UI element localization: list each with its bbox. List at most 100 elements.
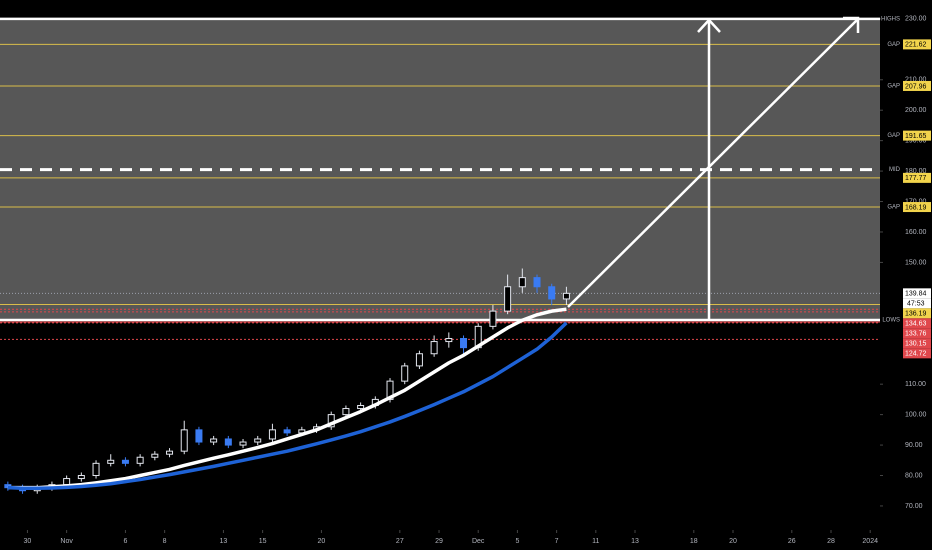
candle-body [121,459,129,464]
candle-body [401,365,409,382]
level-layer: GAP GAP GAP GAP HIGHS MID LOWS [0,16,901,340]
x-tick-label: 13 [631,538,639,545]
candle-body [268,429,276,440]
candle-body [430,341,438,355]
level-label: GAP [887,84,900,90]
x-tick-label: 26 [788,538,796,545]
candle-body [357,404,365,410]
y-tick-label: 170.00 [905,198,927,205]
level-label: LOWS [882,318,900,324]
arrows [567,16,860,320]
price-tag-label: 191.65 [905,133,927,140]
x-tick-label: 20 [318,538,326,545]
price-tag-label: 124.72 [905,351,927,358]
candle-body [195,429,203,443]
candle-body [562,292,570,300]
candle-body [210,438,218,443]
candle-body [445,338,453,343]
candle-body [77,475,85,480]
level-label: HIGHS [881,16,900,22]
candle-body [107,459,115,464]
y-tick-label: 90.00 [905,442,923,449]
candle-body [166,450,174,455]
price-tag [903,318,931,329]
ma-layer [7,307,568,491]
diagonal-arrow [567,18,859,308]
countdown: 47:53 [907,301,925,308]
candle-body [518,277,526,288]
price-tag [903,288,931,299]
moving-average [7,307,567,490]
price-tag-label: 207.96 [905,83,927,90]
x-tick-label: 7 [555,538,559,545]
candle-body [504,286,512,312]
candle-body [254,438,262,443]
y-tick-label: 160.00 [905,229,927,236]
moving-average [7,321,568,491]
price-tag [903,80,931,91]
price-tag-label: 139.84 [905,291,927,298]
y-tick-label: 150.00 [905,259,927,266]
price-tag-label: 136.19 [905,311,927,318]
price-tag-label: 134.63 [905,321,927,328]
candle-body [533,277,541,288]
level-label: GAP [887,42,900,48]
level-label: GAP [887,205,900,211]
price-tag [903,39,931,50]
x-tick-label: 29 [435,538,443,545]
axis-layer: 230.00 210.00 200.00 190.00 180.00 170.00 160.… [24,16,927,545]
candle-body [548,286,556,300]
x-tick-label: 28 [827,538,835,545]
y-tick-label: 110.00 [905,381,926,388]
candle-body [180,429,188,452]
x-tick-label: 2024 [862,538,878,545]
price-tag [903,338,931,349]
y-tick-label: 80.00 [905,472,923,479]
price-tag [903,202,931,213]
x-tick-label: 11 [592,538,599,545]
x-tick-label: 30 [24,538,32,545]
price-tag-label: 130.15 [905,341,927,348]
price-tag [903,308,931,319]
x-tick-label: 6 [123,538,127,545]
x-tick-label: 15 [259,538,267,545]
candle-body [224,438,232,446]
x-tick-label: 8 [163,538,167,545]
price-tag [903,130,931,141]
candle-body [283,429,291,434]
candle-body [460,338,468,349]
price-tag-label: 168.19 [905,204,927,211]
candle-body [136,456,144,464]
price-tag [903,172,931,183]
level-label: MID [889,167,901,173]
x-tick-label: Nov [60,538,73,545]
x-tick-label: 5 [515,538,519,545]
y-tick-label: 190.00 [905,137,927,144]
y-tick-label: 70.00 [905,503,923,510]
price-tag-label: 133.76 [905,331,927,338]
tag-layer: 221.62 207.96 191.65 177.77 168.19 139.84 47:5… [903,39,931,359]
y-tick-label: 210.00 [905,77,927,84]
x-tick-label: 18 [690,538,698,545]
candle-body [63,478,71,486]
y-tick-label: 100.00 [905,411,927,418]
x-tick-label: 13 [220,538,228,545]
arrow-head [843,16,860,33]
candle-body [92,462,100,477]
price-tag-label: 177.77 [905,175,927,182]
candle-body [342,408,350,416]
x-tick-label: 20 [729,538,737,545]
y-tick-label: 200.00 [905,107,927,114]
countdown-box [903,298,931,309]
candle-body [415,353,423,367]
candle-body [489,310,497,327]
price-tag [903,328,931,339]
arrow-head [697,18,721,33]
candle-body [239,441,247,446]
y-tick-label: 180.00 [905,168,927,175]
level-label: GAP [887,133,900,139]
price-tag-label: 221.62 [905,42,927,49]
y-tick-label: 230.00 [905,16,927,23]
x-tick-label: 27 [396,538,404,545]
